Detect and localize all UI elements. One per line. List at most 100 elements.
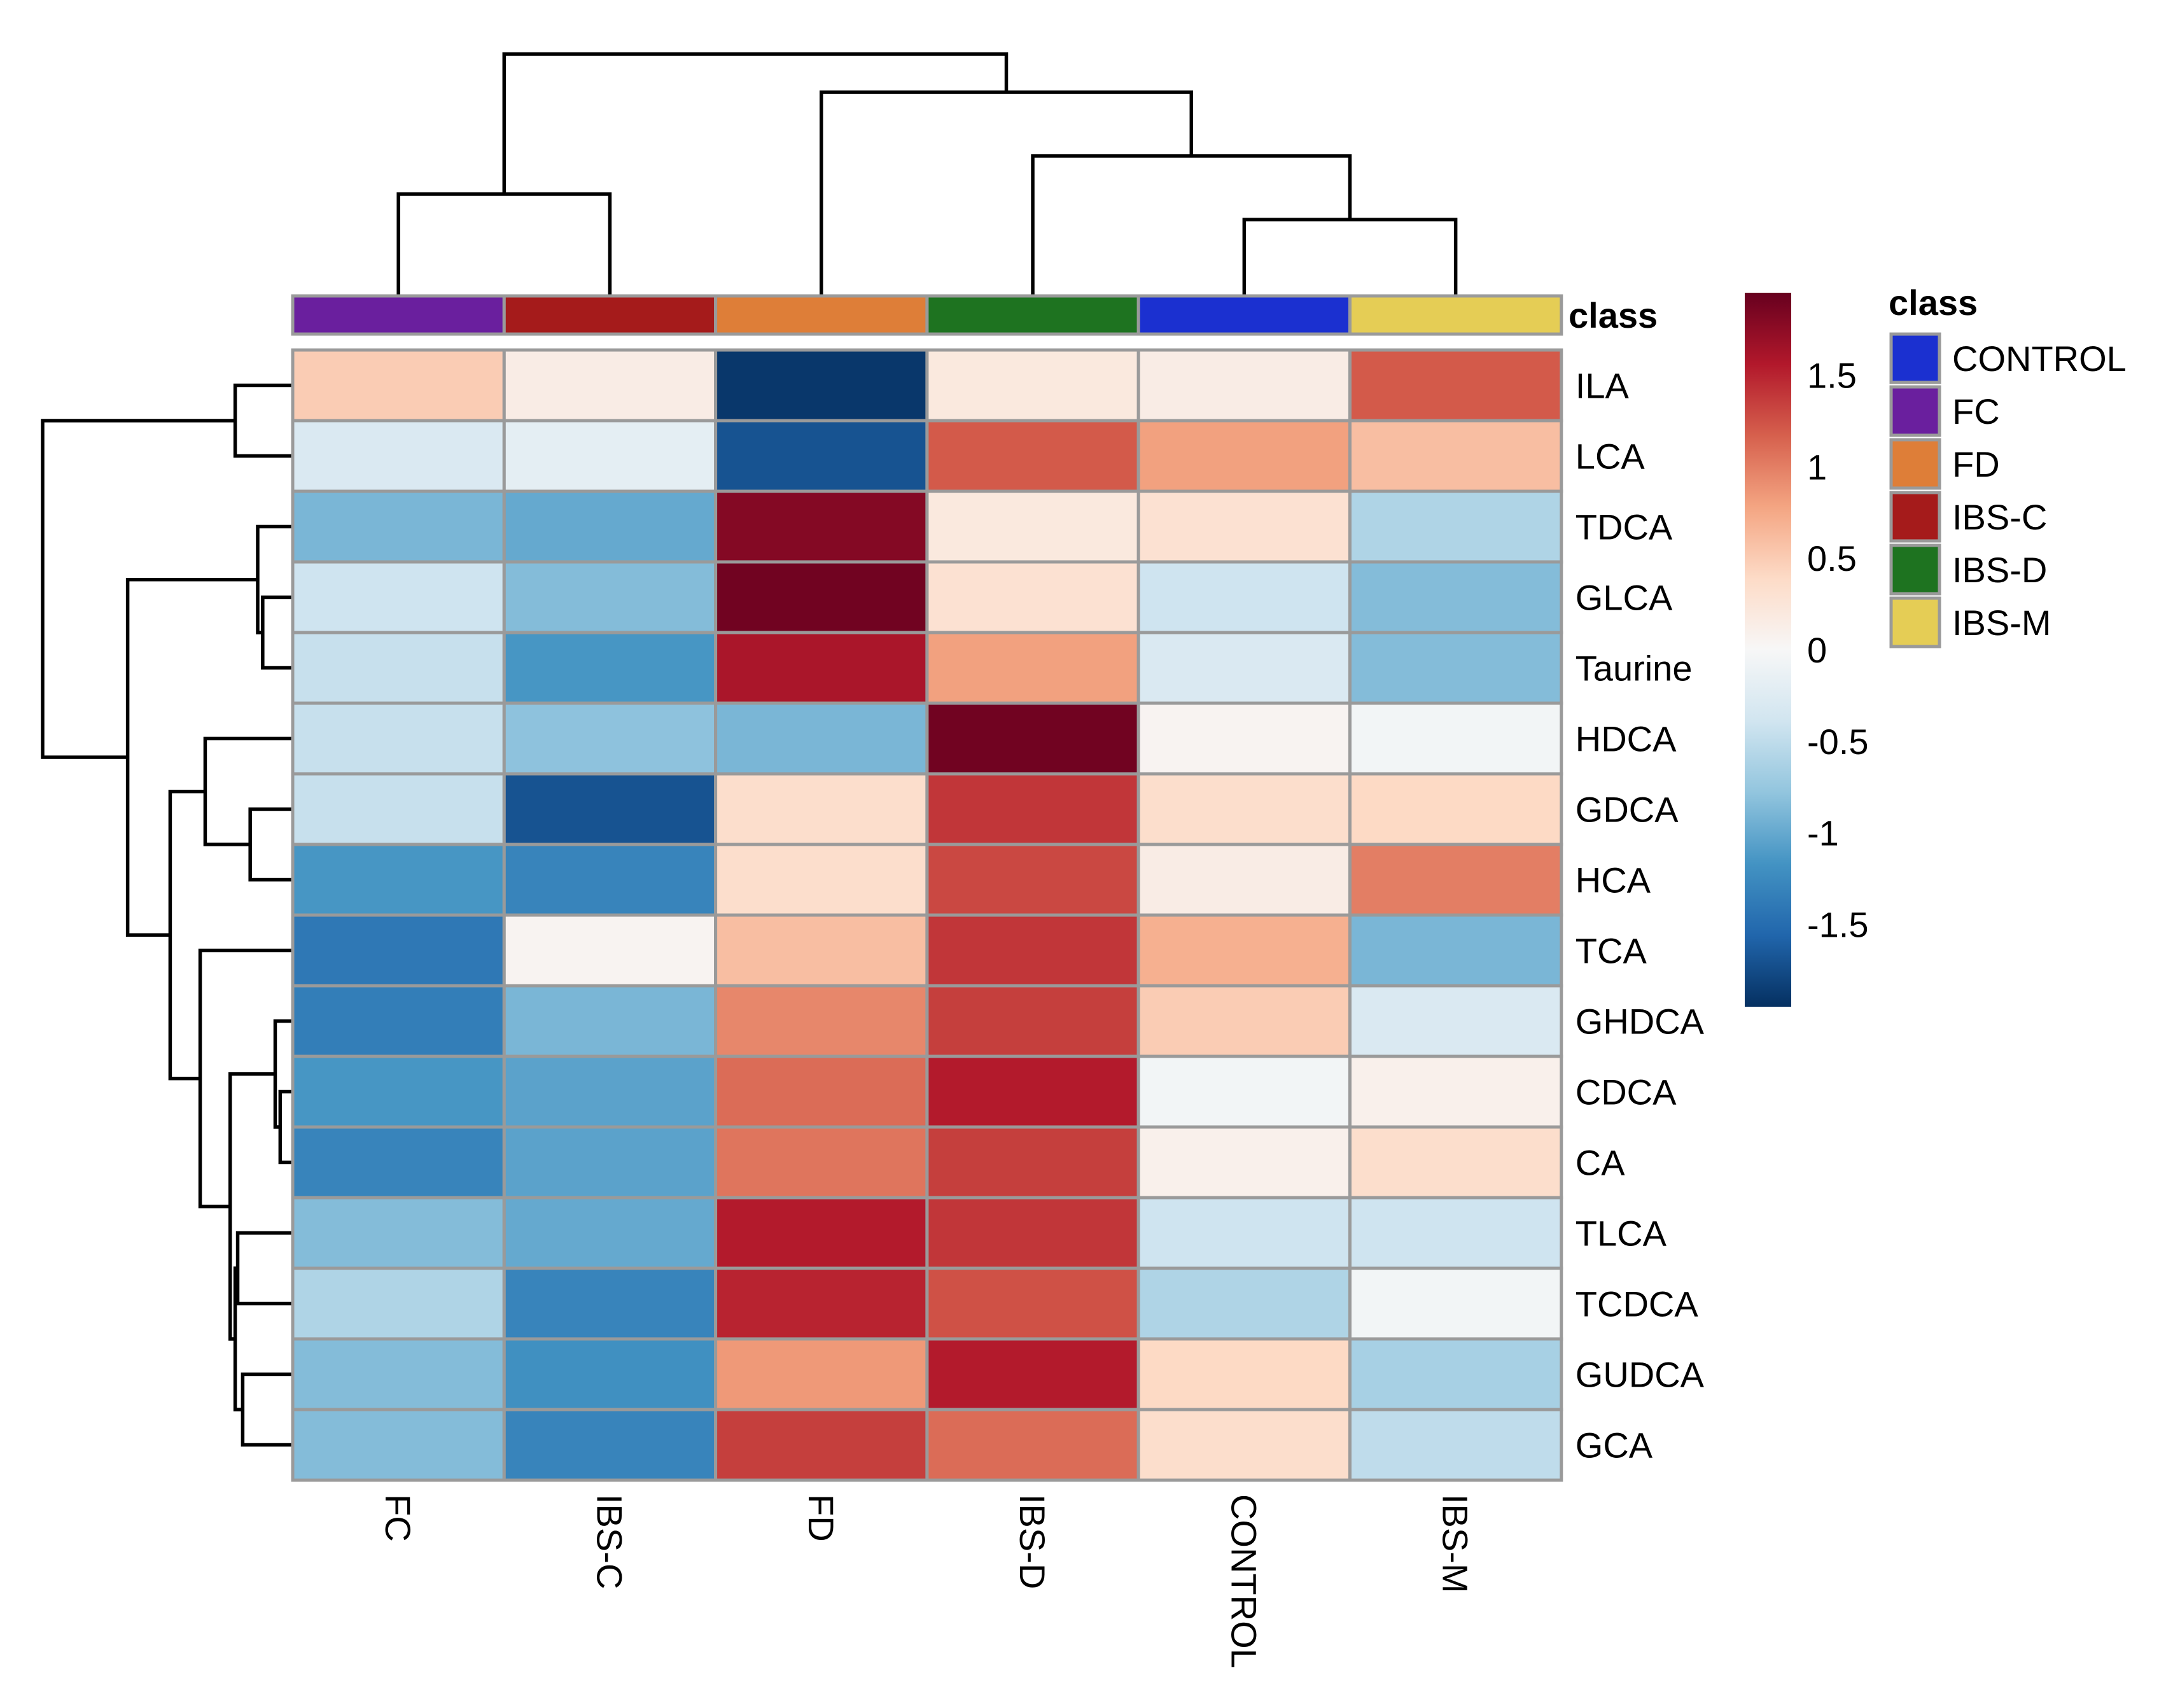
cell-tlca-ibs-d xyxy=(925,1196,1140,1270)
class-bar-control xyxy=(1136,294,1352,336)
cell-tcdca-fd xyxy=(714,1266,929,1341)
cell-ghdca-fc xyxy=(291,984,506,1058)
legend-swatch-ibs-d xyxy=(1889,543,1941,596)
cell-gdca-fd xyxy=(714,772,929,846)
row-label-gca: GCA xyxy=(1576,1425,1653,1466)
cell-gudca-fc xyxy=(291,1337,506,1411)
cell-cdca-ibs-m xyxy=(1348,1054,1563,1129)
cell-gca-fd xyxy=(714,1408,929,1482)
row-dendrogram-branch-15 xyxy=(41,419,235,759)
color-scale-tick: 0 xyxy=(1807,630,1827,670)
color-scale-legend: 1.5 1 0.5 0 -0.5 -1 -1.5 xyxy=(1745,293,1869,1007)
row-label-cdca: CDCA xyxy=(1576,1072,1677,1112)
cell-tlca-control xyxy=(1136,1196,1352,1270)
cell-hca-ibs-c xyxy=(502,843,718,917)
cell-glca-fd xyxy=(714,560,929,634)
cell-ca-fd xyxy=(714,1125,929,1200)
cell-gudca-ibs-m xyxy=(1348,1337,1563,1411)
cell-hca-ibs-m xyxy=(1348,843,1563,917)
class-bar-fc xyxy=(291,294,506,336)
column-labels: FC IBS-C FD IBS-D CONTROL IBS-M xyxy=(378,1494,1475,1669)
cell-tlca-fd xyxy=(714,1196,929,1270)
legend-label-ibs-m: IBS-M xyxy=(1952,603,2051,643)
cell-tca-ibs-m xyxy=(1348,913,1563,988)
cell-tdca-ibs-c xyxy=(502,489,718,564)
cell-glca-control xyxy=(1136,560,1352,634)
row-dendrogram-branch-8 xyxy=(235,1231,293,1306)
color-scale-ticks: 1.5 1 0.5 0 -0.5 -1 -1.5 xyxy=(1807,355,1869,944)
row-dendrogram-branch-2 xyxy=(261,595,293,670)
cell-taurine-fc xyxy=(291,631,506,705)
class-bar-ibs-c xyxy=(502,294,718,336)
cell-tlca-ibs-c xyxy=(502,1196,718,1270)
cell-tdca-fd xyxy=(714,489,929,564)
class-annotation-bar xyxy=(291,294,1563,336)
cell-tcdca-ibs-d xyxy=(925,1266,1140,1341)
column-dendrogram-branch-3 xyxy=(1031,154,1352,296)
cell-tca-fc xyxy=(291,913,506,988)
cell-gca-fc xyxy=(291,1408,506,1482)
cell-ila-ibs-d xyxy=(925,348,1140,423)
class-annotation-label: class xyxy=(1569,295,1658,335)
cell-lca-fd xyxy=(714,419,929,493)
legend-label-control: CONTROL xyxy=(1952,339,2127,379)
color-scale-tick: -0.5 xyxy=(1807,722,1869,762)
cell-ila-fd xyxy=(714,348,929,423)
cell-glca-fc xyxy=(291,560,506,634)
cell-tlca-ibs-m xyxy=(1348,1196,1563,1270)
row-label-hdca: HDCA xyxy=(1576,719,1677,759)
cell-ghdca-ibs-d xyxy=(925,984,1140,1058)
cell-tcdca-ibs-c xyxy=(502,1266,718,1341)
cell-lca-ibs-d xyxy=(925,419,1140,493)
color-scale-tick: -1 xyxy=(1807,813,1839,853)
row-label-tdca: TDCA xyxy=(1576,507,1673,547)
legend-swatch-ibs-c xyxy=(1889,491,1941,543)
row-label-taurine: Taurine xyxy=(1576,648,1693,689)
row-dendrogram-branch-12 xyxy=(198,948,293,1208)
cell-taurine-ibs-c xyxy=(502,631,718,705)
cell-cdca-fd xyxy=(714,1054,929,1129)
row-label-hca: HCA xyxy=(1576,860,1651,900)
cell-lca-fc xyxy=(291,419,506,493)
legend-label-fd: FD xyxy=(1952,444,2000,484)
cell-gudca-ibs-d xyxy=(925,1337,1140,1411)
cell-ghdca-ibs-m xyxy=(1348,984,1563,1058)
cell-ila-fc xyxy=(291,348,506,423)
cell-ca-ibs-m xyxy=(1348,1125,1563,1200)
cell-tcdca-ibs-m xyxy=(1348,1266,1563,1341)
column-label-fc: FC xyxy=(378,1494,418,1542)
cell-taurine-fd xyxy=(714,631,929,705)
cell-ghdca-control xyxy=(1136,984,1352,1058)
cell-hdca-control xyxy=(1136,701,1352,776)
row-label-ila: ILA xyxy=(1576,366,1630,406)
row-label-glca: GLCA xyxy=(1576,578,1673,618)
color-scale-bar xyxy=(1745,293,1791,1007)
cell-gca-ibs-c xyxy=(502,1408,718,1482)
row-dendrogram-branch-7 xyxy=(273,1019,293,1129)
cell-ca-ibs-d xyxy=(925,1125,1140,1200)
cell-tcdca-control xyxy=(1136,1266,1352,1341)
legend-swatch-control xyxy=(1889,332,1941,384)
color-scale-tick: -1.5 xyxy=(1807,905,1869,945)
column-dendrogram-branch-4 xyxy=(820,90,1194,296)
row-label-ghdca: GHDCA xyxy=(1576,1002,1705,1042)
column-label-fd: FD xyxy=(801,1494,841,1542)
cell-hdca-ibs-d xyxy=(925,701,1140,776)
row-label-ca: CA xyxy=(1576,1143,1625,1183)
column-label-control: CONTROL xyxy=(1224,1494,1264,1669)
cell-hdca-fc xyxy=(291,701,506,776)
column-label-ibs-m: IBS-M xyxy=(1436,1494,1476,1593)
column-dendrogram xyxy=(396,52,1458,296)
cell-lca-control xyxy=(1136,419,1352,493)
cell-tca-ibs-c xyxy=(502,913,718,988)
class-legend-entries: CONTROL FC FD IBS-C IBS-D IBS-M xyxy=(1889,332,2127,648)
cell-glca-ibs-m xyxy=(1348,560,1563,634)
cell-ca-ibs-c xyxy=(502,1125,718,1200)
row-label-tca: TCA xyxy=(1576,931,1647,971)
color-scale-tick: 0.5 xyxy=(1807,538,1857,578)
row-dendrogram-branch-4 xyxy=(248,807,293,882)
column-dendrogram-branch-2 xyxy=(1242,218,1458,296)
row-label-tlca: TLCA xyxy=(1576,1214,1667,1254)
column-label-ibs-c: IBS-C xyxy=(589,1494,629,1589)
